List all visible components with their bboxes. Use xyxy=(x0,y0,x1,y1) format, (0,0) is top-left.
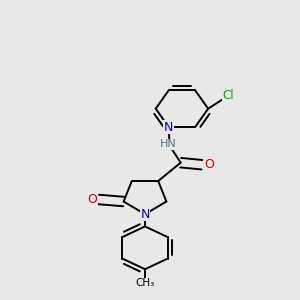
Text: N: N xyxy=(140,208,150,221)
Text: O: O xyxy=(204,158,214,171)
Text: N: N xyxy=(164,121,173,134)
Text: O: O xyxy=(88,193,98,206)
Text: Cl: Cl xyxy=(223,89,234,102)
Text: CH₃: CH₃ xyxy=(135,278,154,289)
Text: HN: HN xyxy=(160,139,177,149)
